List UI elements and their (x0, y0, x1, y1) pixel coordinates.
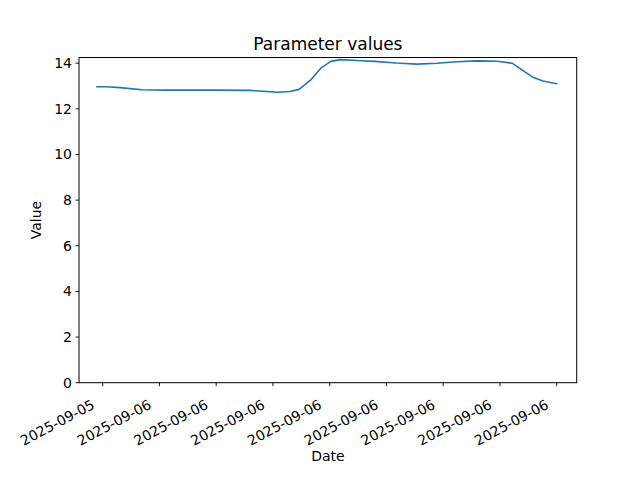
y-tick-label: 10 (54, 146, 72, 162)
y-tick-label: 6 (63, 238, 72, 254)
y-tick-label: 4 (63, 283, 72, 299)
x-axis-label: Date (311, 448, 344, 464)
axes-spines (79, 58, 577, 383)
y-tick-label: 0 (63, 375, 72, 391)
plot-area: 0 2 4 6 8 10 12 14 2025-09-052025-09-062025-09-0… (18, 55, 577, 448)
chart-canvas: 0 2 4 6 8 10 12 14 2025-09-052025-09-062025-09-0… (0, 0, 640, 480)
y-axis: 0 2 4 6 8 10 12 14 (54, 55, 79, 390)
y-tick-label: 14 (54, 55, 72, 71)
y-axis-label: Value (28, 201, 44, 239)
matplotlib-figure: 0 2 4 6 8 10 12 14 2025-09-052025-09-062025-09-0… (0, 0, 640, 480)
y-tick-label: 8 (63, 192, 72, 208)
chart-title: Parameter values (253, 34, 402, 54)
y-tick-label: 2 (63, 329, 72, 345)
data-line (97, 60, 557, 93)
x-axis: 2025-09-052025-09-062025-09-062025-09-06… (18, 383, 557, 449)
y-tick-label: 12 (54, 101, 72, 117)
